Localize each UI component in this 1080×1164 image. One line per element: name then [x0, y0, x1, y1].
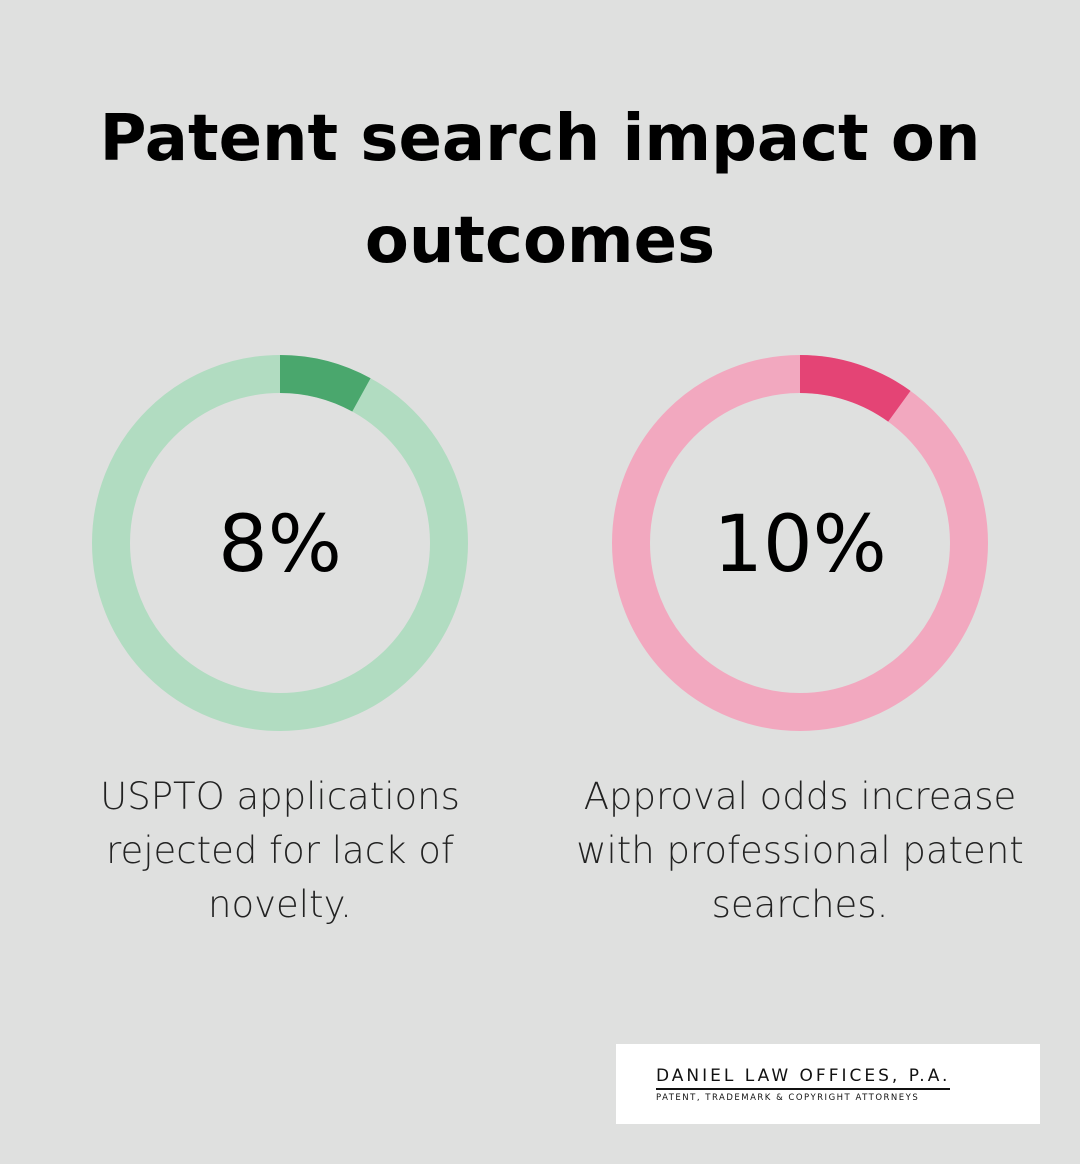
logo-tagline: PATENT, TRADEMARK & COPYRIGHT ATTORNEYS — [656, 1093, 919, 1103]
donut-segment — [280, 374, 361, 395]
caption: USPTO applications rejected for lack of … — [50, 770, 510, 932]
logo: DANIEL LAW OFFICES, P.A. PATENT, TRADEMA… — [616, 1044, 1040, 1124]
donut-value-label: 8% — [218, 500, 342, 590]
logo-name: DANIEL LAW OFFICES, P.A. — [656, 1066, 950, 1090]
caption: Approval odds increase with professional… — [570, 770, 1030, 932]
donut-value-label: 10% — [713, 500, 886, 590]
